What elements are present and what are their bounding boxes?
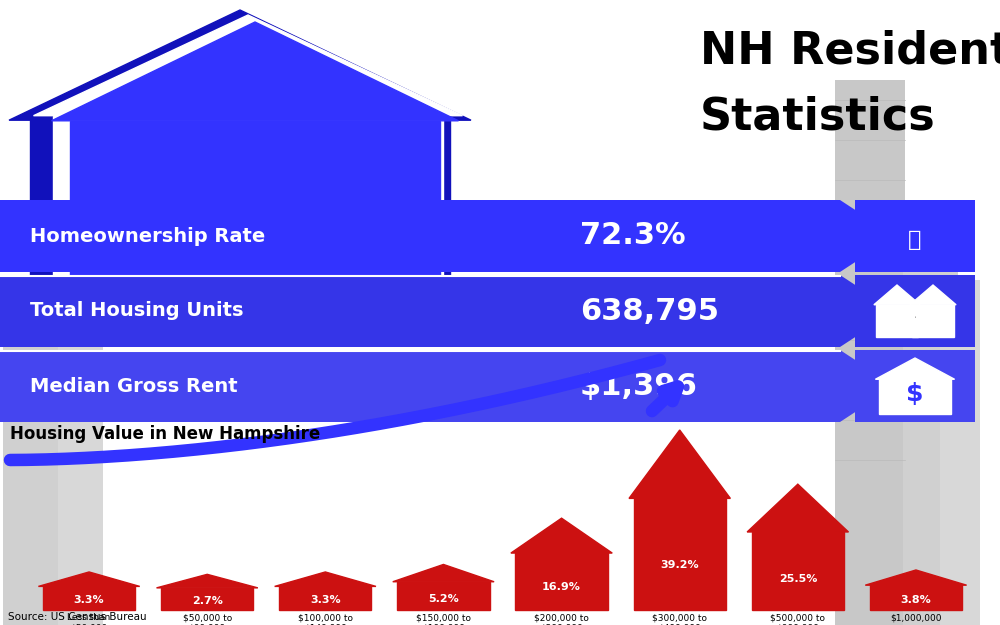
Polygon shape — [511, 518, 612, 553]
Polygon shape — [752, 532, 844, 610]
Text: $50,000 to
$99,999: $50,000 to $99,999 — [183, 613, 232, 625]
Polygon shape — [912, 305, 954, 337]
Polygon shape — [33, 15, 462, 116]
Polygon shape — [397, 582, 490, 610]
Polygon shape — [747, 484, 848, 532]
Polygon shape — [0, 350, 840, 422]
Text: $1,396: $1,396 — [580, 371, 698, 401]
Text: $300,000 to
$499,999: $300,000 to $499,999 — [652, 613, 707, 625]
Polygon shape — [840, 350, 895, 422]
Text: 25.5%: 25.5% — [779, 574, 817, 584]
Text: Total Housing Units: Total Housing Units — [30, 301, 244, 321]
Polygon shape — [38, 572, 140, 586]
Polygon shape — [879, 379, 951, 414]
Text: 3.3%: 3.3% — [74, 596, 104, 606]
Polygon shape — [634, 498, 726, 610]
Text: $100,000 to
$149,999: $100,000 to $149,999 — [298, 613, 353, 625]
Text: Homeownership Rate: Homeownership Rate — [30, 226, 265, 246]
Text: 72.3%: 72.3% — [580, 221, 686, 251]
Polygon shape — [58, 340, 103, 625]
Text: 3.8%: 3.8% — [901, 595, 931, 605]
Polygon shape — [875, 358, 955, 379]
Polygon shape — [868, 208, 962, 230]
Polygon shape — [872, 230, 958, 266]
Text: Source: US Census Bureau: Source: US Census Bureau — [8, 612, 147, 622]
Polygon shape — [515, 553, 608, 610]
Polygon shape — [870, 585, 962, 610]
Polygon shape — [902, 200, 958, 625]
Polygon shape — [835, 80, 905, 625]
Text: $: $ — [906, 382, 924, 406]
Polygon shape — [876, 305, 918, 337]
Polygon shape — [910, 285, 956, 305]
Polygon shape — [855, 275, 975, 347]
Polygon shape — [940, 280, 980, 625]
Polygon shape — [874, 285, 920, 305]
Text: 16.9%: 16.9% — [542, 582, 581, 592]
Text: Median Gross Rent: Median Gross Rent — [30, 376, 238, 396]
Text: 3.3%: 3.3% — [310, 596, 341, 606]
Polygon shape — [279, 586, 371, 610]
Text: $200,000 to
$299,999: $200,000 to $299,999 — [534, 613, 589, 625]
Text: 🔑: 🔑 — [908, 230, 922, 250]
Text: 5.2%: 5.2% — [428, 594, 459, 604]
Text: 638,795: 638,795 — [580, 296, 719, 326]
Polygon shape — [157, 574, 258, 588]
Polygon shape — [855, 350, 975, 422]
Text: Housing Value in New Hampshire: Housing Value in New Hampshire — [10, 425, 320, 443]
Polygon shape — [30, 120, 450, 300]
Text: $1,000,000
or more: $1,000,000 or more — [890, 613, 942, 625]
Polygon shape — [865, 570, 967, 585]
Polygon shape — [393, 564, 494, 582]
Text: NH Residential: NH Residential — [700, 30, 1000, 73]
Polygon shape — [53, 116, 443, 280]
Text: 39.2%: 39.2% — [660, 560, 699, 570]
Polygon shape — [70, 121, 440, 282]
Polygon shape — [161, 588, 253, 610]
Polygon shape — [840, 275, 895, 347]
Polygon shape — [0, 275, 840, 347]
Text: $150,000 to
$199,999: $150,000 to $199,999 — [416, 613, 471, 625]
Polygon shape — [855, 200, 975, 272]
Text: $500,000 to
$999,999: $500,000 to $999,999 — [770, 613, 825, 625]
Polygon shape — [43, 586, 135, 610]
Text: Statistics: Statistics — [700, 95, 936, 138]
Text: 2.7%: 2.7% — [192, 596, 223, 606]
Polygon shape — [0, 200, 840, 272]
Polygon shape — [275, 572, 376, 586]
Text: Less than
$50,000: Less than $50,000 — [67, 613, 111, 625]
Polygon shape — [51, 22, 458, 121]
Polygon shape — [9, 10, 471, 120]
Polygon shape — [629, 430, 730, 498]
Polygon shape — [840, 200, 895, 272]
Polygon shape — [2, 300, 58, 625]
